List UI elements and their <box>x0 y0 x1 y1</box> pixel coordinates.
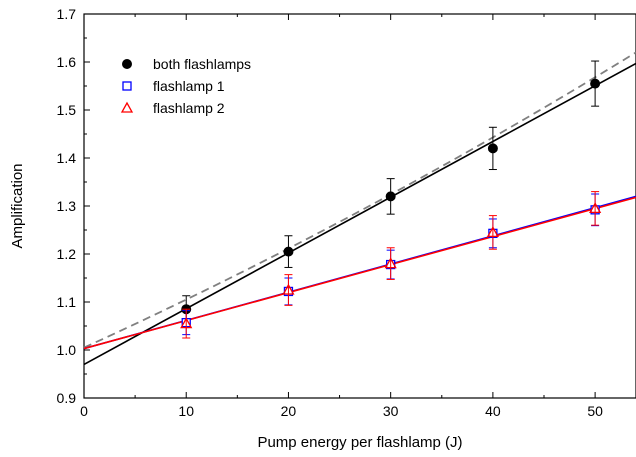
fit-line <box>83 62 636 366</box>
x-tick-label: 50 <box>587 403 603 419</box>
legend-marker <box>120 101 134 113</box>
y-tick-label: 1.0 <box>57 342 77 358</box>
data-point <box>385 191 396 202</box>
data-point <box>486 226 499 238</box>
y-tick-label: 1.1 <box>57 294 77 310</box>
legend-label: both flashlamps <box>153 56 251 72</box>
data-point <box>180 317 193 329</box>
x-tick-label: 0 <box>80 403 88 419</box>
data-point <box>487 143 498 154</box>
y-tick-label: 1.6 <box>57 54 77 70</box>
y-tick-label: 1.3 <box>57 198 77 214</box>
y-tick-label: 1.4 <box>57 150 77 166</box>
data-point <box>589 202 602 214</box>
fit-line <box>83 196 636 350</box>
legend-label: flashlamp 2 <box>153 100 225 116</box>
x-axis-label: Pump energy per flashlamp (J) <box>257 434 462 451</box>
x-tick-label: 40 <box>485 403 501 419</box>
legend-marker <box>122 59 132 69</box>
x-tick-labels: 0 10 20 30 40 50 <box>80 403 603 419</box>
legend: both flashlamps flashlamp 1 flashlamp 2 <box>120 56 251 116</box>
legend-label: flashlamp 1 <box>153 78 225 94</box>
data-point <box>283 246 294 257</box>
data-point <box>384 257 397 269</box>
data-markers <box>180 60 602 339</box>
y-tick-label: 1.2 <box>57 246 77 262</box>
data-point <box>282 283 295 295</box>
legend-marker <box>122 81 132 91</box>
x-tick-label: 30 <box>383 403 399 419</box>
x-tick-label: 20 <box>281 403 297 419</box>
data-point <box>590 78 601 89</box>
x-tick-label: 10 <box>178 403 194 419</box>
y-tick-label: 0.9 <box>57 390 77 406</box>
y-tick-labels: 0.9 1.0 1.1 1.2 1.3 1.4 1.5 1.6 1.7 <box>57 6 77 406</box>
axis-ticks <box>83 13 596 399</box>
fit-lines <box>83 51 636 366</box>
y-tick-label: 1.5 <box>57 102 77 118</box>
y-tick-label: 1.7 <box>57 6 77 22</box>
fit-line-dashed <box>83 51 636 349</box>
y-axis-label: Amplification <box>9 163 26 248</box>
